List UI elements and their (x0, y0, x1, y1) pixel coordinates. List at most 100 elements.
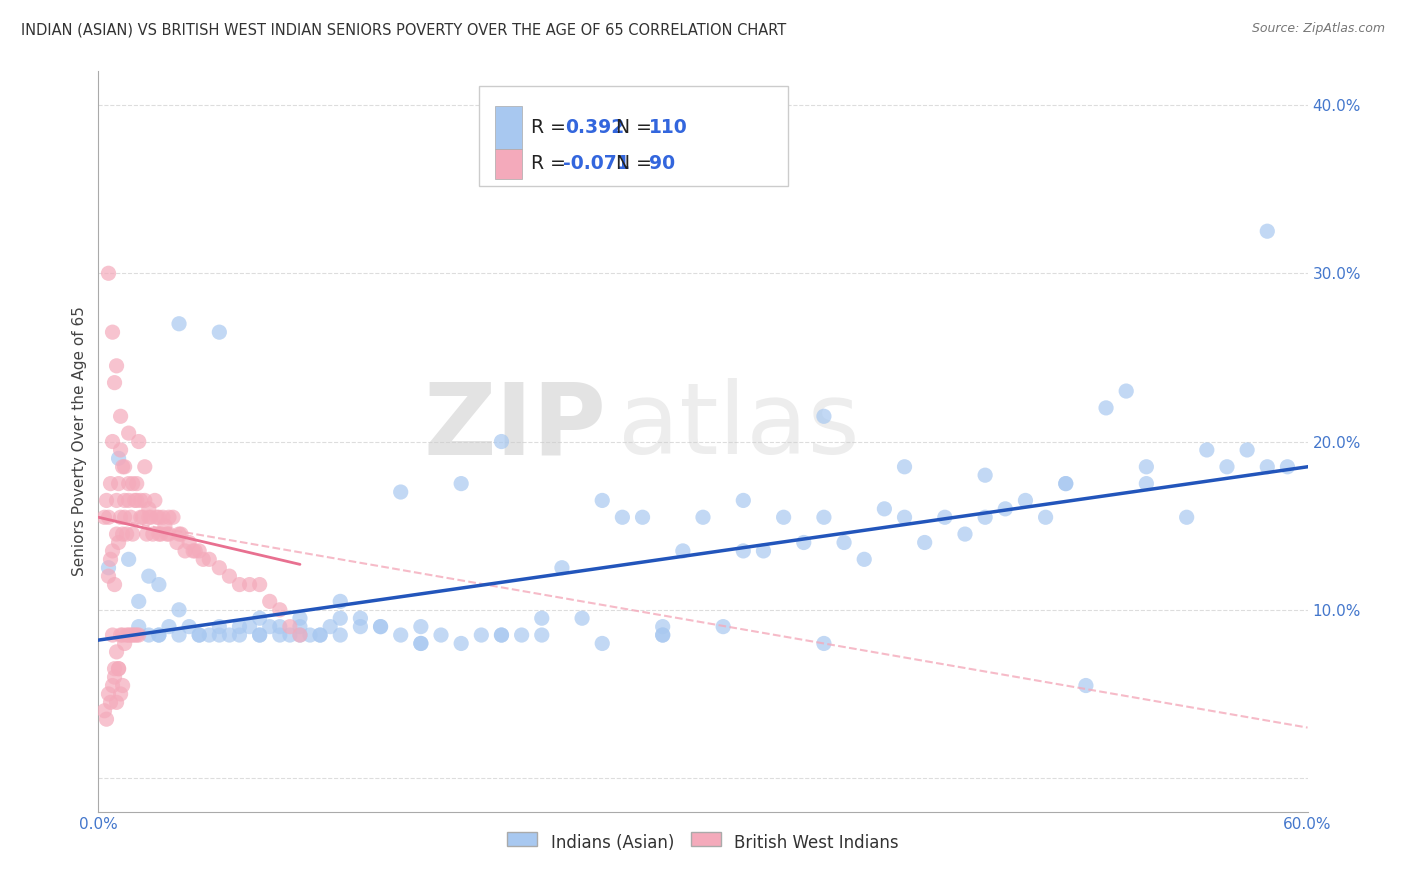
Point (813, 409, 835, 424)
Point (157, 510, 180, 524)
Point (1236, 442, 1258, 457)
Point (107, 662, 129, 676)
Point (309, 628, 332, 642)
Point (148, 510, 170, 524)
Point (450, 636, 472, 650)
Point (994, 501, 1017, 516)
Point (370, 619, 392, 633)
Point (134, 459, 156, 474)
Text: R =: R = (531, 154, 572, 173)
Point (138, 510, 160, 524)
Point (111, 679, 134, 693)
Point (631, 510, 654, 524)
Point (278, 628, 301, 642)
Point (591, 493, 613, 508)
Point (101, 679, 124, 693)
Point (167, 317, 190, 331)
Point (103, 577, 125, 591)
Point (208, 628, 231, 642)
Point (162, 510, 184, 524)
Point (135, 527, 157, 541)
Point (107, 476, 129, 491)
Point (174, 544, 197, 558)
Point (188, 544, 211, 558)
Point (1014, 493, 1036, 508)
Text: atlas: atlas (619, 378, 860, 475)
Point (148, 628, 170, 642)
Point (167, 527, 190, 541)
Point (510, 628, 533, 642)
Point (733, 493, 755, 508)
Point (118, 628, 141, 642)
Point (115, 527, 138, 541)
Point (409, 619, 432, 633)
Point (370, 619, 392, 633)
Point (1256, 224, 1278, 238)
Point (184, 544, 207, 558)
Point (198, 552, 221, 566)
Point (110, 687, 132, 701)
Point (278, 619, 301, 633)
Point (111, 628, 134, 642)
Text: 0.392: 0.392 (565, 118, 624, 137)
Point (409, 636, 432, 650)
Point (1095, 401, 1118, 415)
Point (110, 628, 132, 642)
Point (110, 409, 132, 424)
Point (893, 459, 915, 474)
Point (409, 636, 432, 650)
Point (110, 442, 132, 457)
Point (692, 510, 714, 524)
Point (893, 510, 915, 524)
Point (101, 544, 124, 558)
Text: ZIP: ZIP (423, 378, 606, 475)
Point (1256, 459, 1278, 474)
Point (101, 325, 124, 339)
Point (149, 527, 172, 541)
Point (239, 619, 262, 633)
Point (170, 527, 193, 541)
Point (1074, 679, 1097, 693)
Point (105, 527, 128, 541)
Point (288, 628, 311, 642)
Text: 90: 90 (648, 154, 675, 173)
Point (249, 628, 271, 642)
Point (132, 510, 155, 524)
Point (118, 476, 141, 491)
Point (299, 628, 322, 642)
Point (1216, 459, 1239, 474)
Point (319, 619, 342, 633)
Point (208, 619, 231, 633)
Point (974, 468, 997, 483)
Point (101, 434, 124, 449)
Point (114, 459, 136, 474)
Point (179, 535, 201, 549)
Point (128, 434, 150, 449)
Point (188, 628, 211, 642)
Point (118, 493, 141, 508)
Point (105, 695, 128, 709)
Point (139, 510, 162, 524)
Point (309, 628, 332, 642)
Point (166, 535, 188, 549)
Point (752, 544, 775, 558)
Point (111, 527, 134, 541)
Point (239, 577, 262, 591)
Point (167, 628, 190, 642)
Text: 110: 110 (648, 118, 688, 137)
Point (1035, 510, 1057, 524)
Point (873, 501, 896, 516)
Y-axis label: Seniors Poverty Over the Age of 65: Seniors Poverty Over the Age of 65 (72, 307, 87, 576)
Point (124, 493, 146, 508)
Point (142, 527, 165, 541)
Point (100, 695, 122, 709)
Point (156, 527, 179, 541)
Point (269, 603, 291, 617)
Point (672, 544, 695, 558)
Point (1135, 459, 1157, 474)
Point (571, 611, 593, 625)
Point (110, 510, 132, 524)
Point (249, 628, 271, 642)
Point (914, 535, 936, 549)
Point (329, 594, 352, 608)
